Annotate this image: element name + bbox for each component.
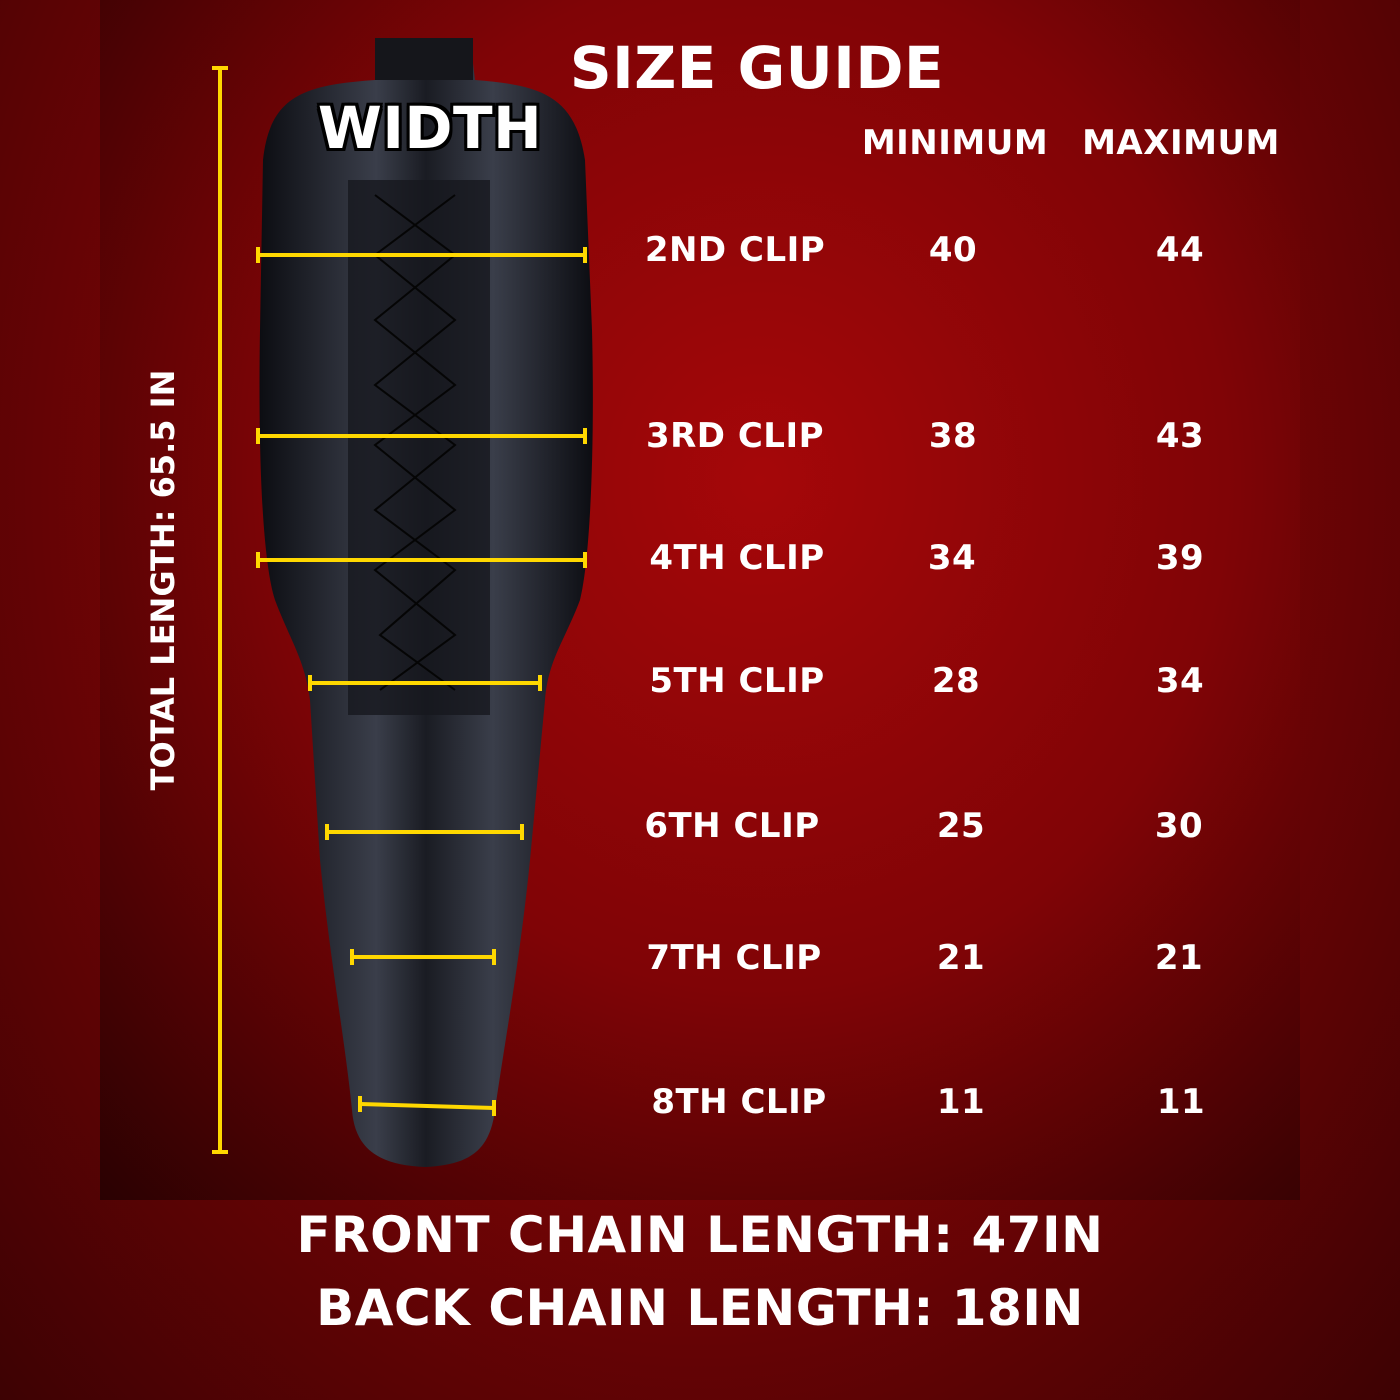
max-value: 43: [1155, 416, 1205, 456]
back-chain-length: BACK CHAIN LENGTH: 18IN: [316, 1279, 1084, 1337]
front-chain-length: FRONT CHAIN LENGTH: 47IN: [296, 1206, 1104, 1264]
max-value: 34: [1155, 661, 1205, 701]
min-value: 28: [931, 661, 981, 701]
max-value: 39: [1155, 538, 1205, 578]
max-value: 11: [1156, 1082, 1206, 1122]
page-title: SIZE GUIDE: [569, 34, 945, 102]
total-length-label: TOTAL LENGTH: 65.5 IN: [144, 369, 182, 791]
clip-label: 8TH CLIP: [651, 1082, 827, 1122]
min-value: 11: [936, 1082, 986, 1122]
lacing-icon: [373, 194, 457, 691]
clip-label: 3RD CLIP: [645, 416, 825, 456]
clip-label: 4TH CLIP: [649, 538, 825, 578]
collar: [375, 38, 473, 80]
min-value: 21: [936, 938, 986, 978]
width-label: WIDTH: [317, 94, 543, 162]
min-value: 40: [928, 230, 978, 270]
min-value: 34: [927, 538, 977, 578]
max-value: 30: [1154, 806, 1204, 846]
header-maximum: MAXIMUM: [1082, 123, 1280, 163]
max-value: 44: [1155, 230, 1205, 270]
clip-label: 2ND CLIP: [644, 230, 826, 270]
clip-label: 5TH CLIP: [649, 661, 825, 701]
clip-label: 7TH CLIP: [646, 938, 822, 978]
min-value: 38: [928, 416, 978, 456]
header-minimum: MINIMUM: [861, 123, 1049, 163]
max-value: 21: [1154, 938, 1204, 978]
lacing-panel: [348, 180, 490, 715]
width-measure-line: [359, 1102, 495, 1110]
min-value: 25: [936, 806, 986, 846]
clip-label: 6TH CLIP: [644, 806, 820, 846]
